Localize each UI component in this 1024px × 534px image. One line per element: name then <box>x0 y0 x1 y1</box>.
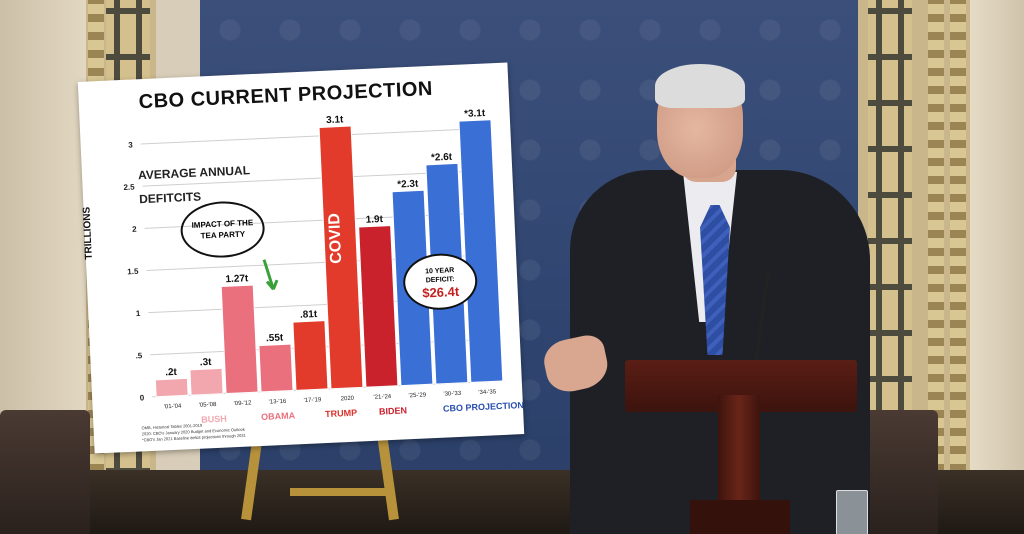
y-tick-label: 2 <box>132 225 137 234</box>
x-tick-label: '25-'29 <box>408 392 427 399</box>
bar-value-label: .81t <box>300 309 318 321</box>
deficit-callout-line1: 10 YEAR <box>425 267 455 276</box>
deficit-callout-value: $26.4t <box>421 283 460 301</box>
deficit-chart-poster: CBO CURRENT PROJECTION AVERAGE ANNUAL DE… <box>77 62 525 454</box>
bar <box>189 367 224 396</box>
bar-value-label: .55t <box>266 332 284 344</box>
group-legend-label: OBAMA <box>261 410 296 422</box>
bar-value-label: *3.1t <box>464 108 486 120</box>
group-legend-label: BIDEN <box>379 405 407 416</box>
group-legend-label: TRUMP <box>325 408 357 419</box>
y-tick-label: 0 <box>140 393 145 402</box>
bar <box>154 377 189 398</box>
covid-bar-label: COVID <box>326 213 345 264</box>
x-tick-label: '05-'08 <box>199 402 218 409</box>
bar-value-label: 3.1t <box>326 114 344 126</box>
water-glass <box>836 490 868 534</box>
deficit-bar-chart: 0 .5 1 1.5 2 2.5 3 .2t '01-'04 .3t '05-'08 1.27t '09… <box>123 108 524 425</box>
group-legend-label: CBO PROJECTION <box>443 400 524 414</box>
leather-chair-left <box>0 410 90 534</box>
grid-line <box>142 170 483 187</box>
y-tick-label: .5 <box>135 351 143 360</box>
bar <box>258 343 294 393</box>
easel-crossbar <box>290 488 390 496</box>
x-tick-label: '01-'04 <box>164 404 183 411</box>
x-tick-label: '09-'12 <box>234 400 253 407</box>
x-tick-label: '34-'35 <box>478 389 497 396</box>
y-tick-label: 1 <box>136 309 141 318</box>
bar <box>358 225 399 388</box>
y-tick-label: 3 <box>128 140 133 149</box>
bar-value-label: 1.9t <box>365 214 383 226</box>
green-arrow-icon <box>262 259 279 291</box>
x-tick-label: '30-'33 <box>443 391 462 398</box>
bar <box>220 284 259 395</box>
speaker-hair <box>655 64 745 108</box>
bar-value-label: *2.6t <box>431 152 453 164</box>
bar-value-label: 1.27t <box>225 273 249 285</box>
deficit-callout-line2: DEFICIT: <box>425 276 455 285</box>
group-legend-label: BUSH <box>201 414 227 425</box>
podium-base <box>690 500 790 534</box>
x-tick-label: '17-'19 <box>304 397 323 404</box>
y-tick-label: 2.5 <box>123 183 135 193</box>
x-tick-label: '21-'24 <box>373 394 392 401</box>
y-tick-label: 1.5 <box>127 267 139 277</box>
bar <box>458 119 504 383</box>
x-tick-label: 2020 <box>341 396 355 403</box>
bar <box>292 320 329 391</box>
bar-value-label: .3t <box>200 357 213 369</box>
bar <box>318 125 364 390</box>
bar-value-label: *2.3t <box>397 179 419 191</box>
grid-line <box>144 212 485 229</box>
bar-value-label: .2t <box>165 367 178 379</box>
grid-line <box>140 128 481 145</box>
right-wall <box>970 0 1024 534</box>
x-tick-label: '13-'16 <box>269 399 288 406</box>
